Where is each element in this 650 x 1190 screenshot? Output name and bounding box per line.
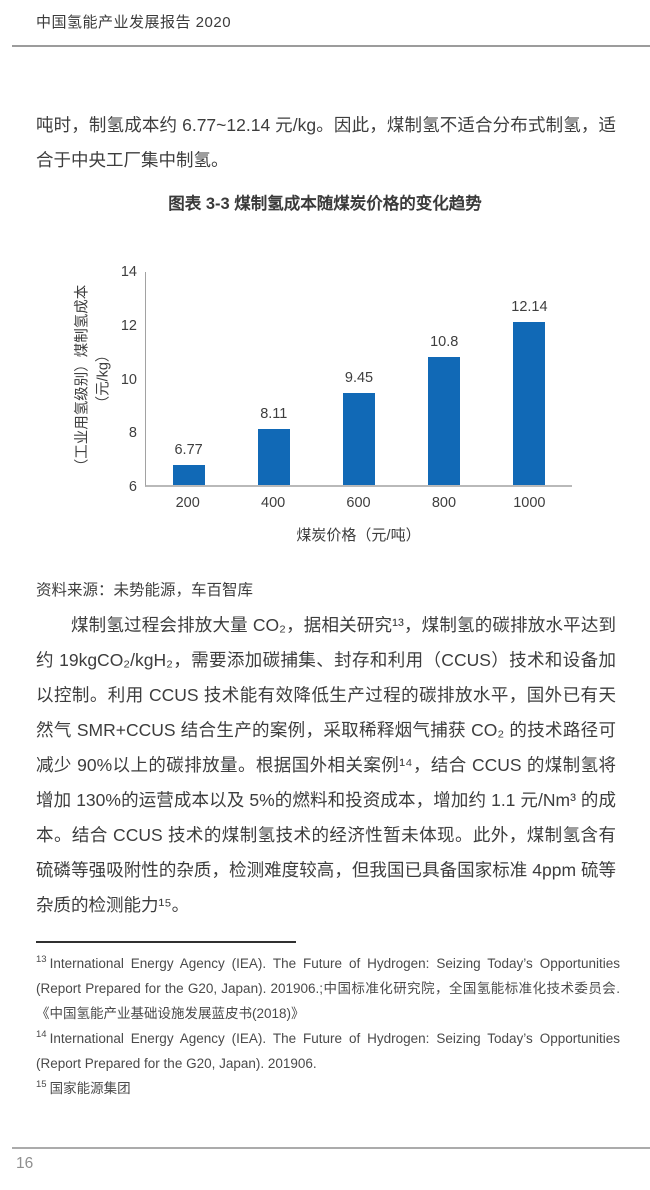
body-paragraph: 煤制氢过程会排放大量 CO₂，据相关研究¹³，煤制氢的碳排放水平达到约 19kg… [36,615,616,915]
x-tick-400: 400 [261,495,286,511]
chart-plot-area: 6.77 8.11 9.45 10.8 12.14 [145,272,572,487]
page-number: 16 [16,1155,34,1172]
bar-value-label-1000: 12.14 [511,298,548,315]
footnote-14: 14 International Energy Agency (IEA). The… [36,1026,620,1076]
bar-value-label-400: 8.11 [260,405,288,422]
y-tick-6: 6 [128,479,137,495]
bar-slot-1000: 12.14 [487,272,572,485]
bar-value-label-200: 6.77 [174,441,203,458]
footnote-15-marker: 15 [36,1078,47,1090]
bar-600 [343,393,375,485]
bar-slot-600: 9.45 [316,272,401,485]
y-axis-label: （工业用氢级别）煤制氢成本 [74,284,91,474]
bar-800 [428,357,461,485]
intro-paragraph: 吨时，制氢成本约 6.77~12.14 元/kg。因此，煤制氢不适合分布式制氢，… [36,115,616,170]
report-header-title: 中国氢能产业发展报告 2020 [36,14,232,31]
y-tick-14: 14 [120,264,137,280]
figure-source: 资料来源：未势能源，车百智库 [36,582,254,599]
x-tick-200: 200 [175,495,200,511]
bar-200 [172,464,205,485]
figure-title: 图表 3-3 煤制氢成本随煤炭价格的变化趋势 [168,195,482,213]
chart-xticks: 200 400 600 800 1000 [145,495,572,511]
bar-slot-200: 6.77 [146,272,231,485]
footnote-divider [36,941,296,943]
bar-400 [257,428,290,485]
bar-slot-400: 8.11 [231,272,316,485]
bar-1000 [513,321,546,485]
bar-slot-800: 10.8 [402,272,487,485]
y-tick-10: 10 [120,371,137,388]
footnote-13-text: International Energy Agency (IEA). The F… [36,956,620,1021]
footer-divider [12,1147,650,1149]
bar-value-label-600: 9.45 [344,370,374,387]
x-tick-1000: 1000 [513,495,546,511]
chart-bars: 6.77 8.11 9.45 10.8 12.14 [146,272,572,485]
header-divider [12,45,650,47]
footnote-13: 13 International Energy Agency (IEA). The… [36,951,620,1026]
bar-value-label-800: 10.8 [430,334,459,351]
x-tick-600: 600 [346,495,371,511]
y-tick-8: 8 [128,425,137,442]
footnote-15-text: 国家能源集团 [49,1081,131,1096]
footnote-15: 15 国家能源集团 [36,1076,620,1101]
footnote-14-text: International Energy Agency (IEA). The F… [36,1031,620,1071]
y-tick-12: 12 [120,317,137,334]
footnotes-section: 13 International Energy Agency (IEA). The… [36,951,620,1101]
footnote-13-marker: 13 [36,953,47,965]
x-tick-800: 800 [431,495,457,511]
x-axis-label: 煤炭价格（元/吨） [296,527,421,544]
footnote-14-marker: 14 [36,1028,47,1040]
bar-chart: （工业用氢级别）煤制氢成本 （元/kg） 6 8 10 12 14 6.77 8.11 9.… [0,245,650,560]
